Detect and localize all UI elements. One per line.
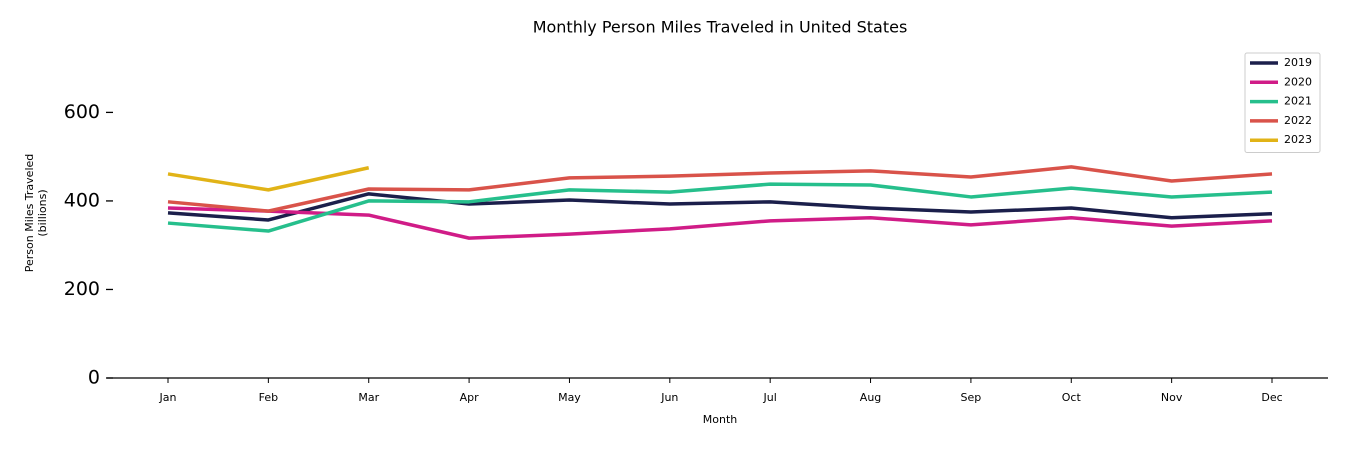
x-tick-label: Jun <box>660 391 678 404</box>
x-axis-label: Month <box>703 413 738 426</box>
legend-box <box>1244 52 1321 153</box>
x-tick-label: Apr <box>460 391 480 404</box>
x-tick-label: Sep <box>961 391 982 404</box>
legend-label: 2022 <box>1284 114 1312 127</box>
x-tick-label: Nov <box>1161 391 1183 404</box>
y-tick-label: 0 <box>88 367 100 389</box>
x-tick-label: May <box>558 391 581 404</box>
x-tick-label: Feb <box>259 391 278 404</box>
line-series <box>167 166 370 192</box>
chart-title: Monthly Person Miles Traveled in United … <box>533 18 908 37</box>
x-tick-label: Dec <box>1261 391 1282 404</box>
y-tick-label: 400 <box>64 189 100 211</box>
legend-label: 2023 <box>1284 133 1312 146</box>
y-axis-label: Person Miles Traveled <box>23 154 36 273</box>
line-series <box>167 192 1273 222</box>
y-axis-label: (billions) <box>36 189 49 236</box>
y-tick-label: 600 <box>64 101 100 123</box>
legend-label: 2020 <box>1284 75 1312 88</box>
line-series <box>167 206 1273 240</box>
x-tick-label: Jul <box>763 391 777 404</box>
line-series <box>167 165 1273 213</box>
y-tick-label: 200 <box>64 278 100 300</box>
legend-label: 2019 <box>1284 56 1312 69</box>
x-tick-label: Jan <box>159 391 177 404</box>
x-tick-label: Aug <box>860 391 881 404</box>
x-tick-label: Oct <box>1062 391 1082 404</box>
legend-label: 2021 <box>1284 95 1312 108</box>
line-series <box>167 182 1273 233</box>
x-tick-label: Mar <box>358 391 379 404</box>
